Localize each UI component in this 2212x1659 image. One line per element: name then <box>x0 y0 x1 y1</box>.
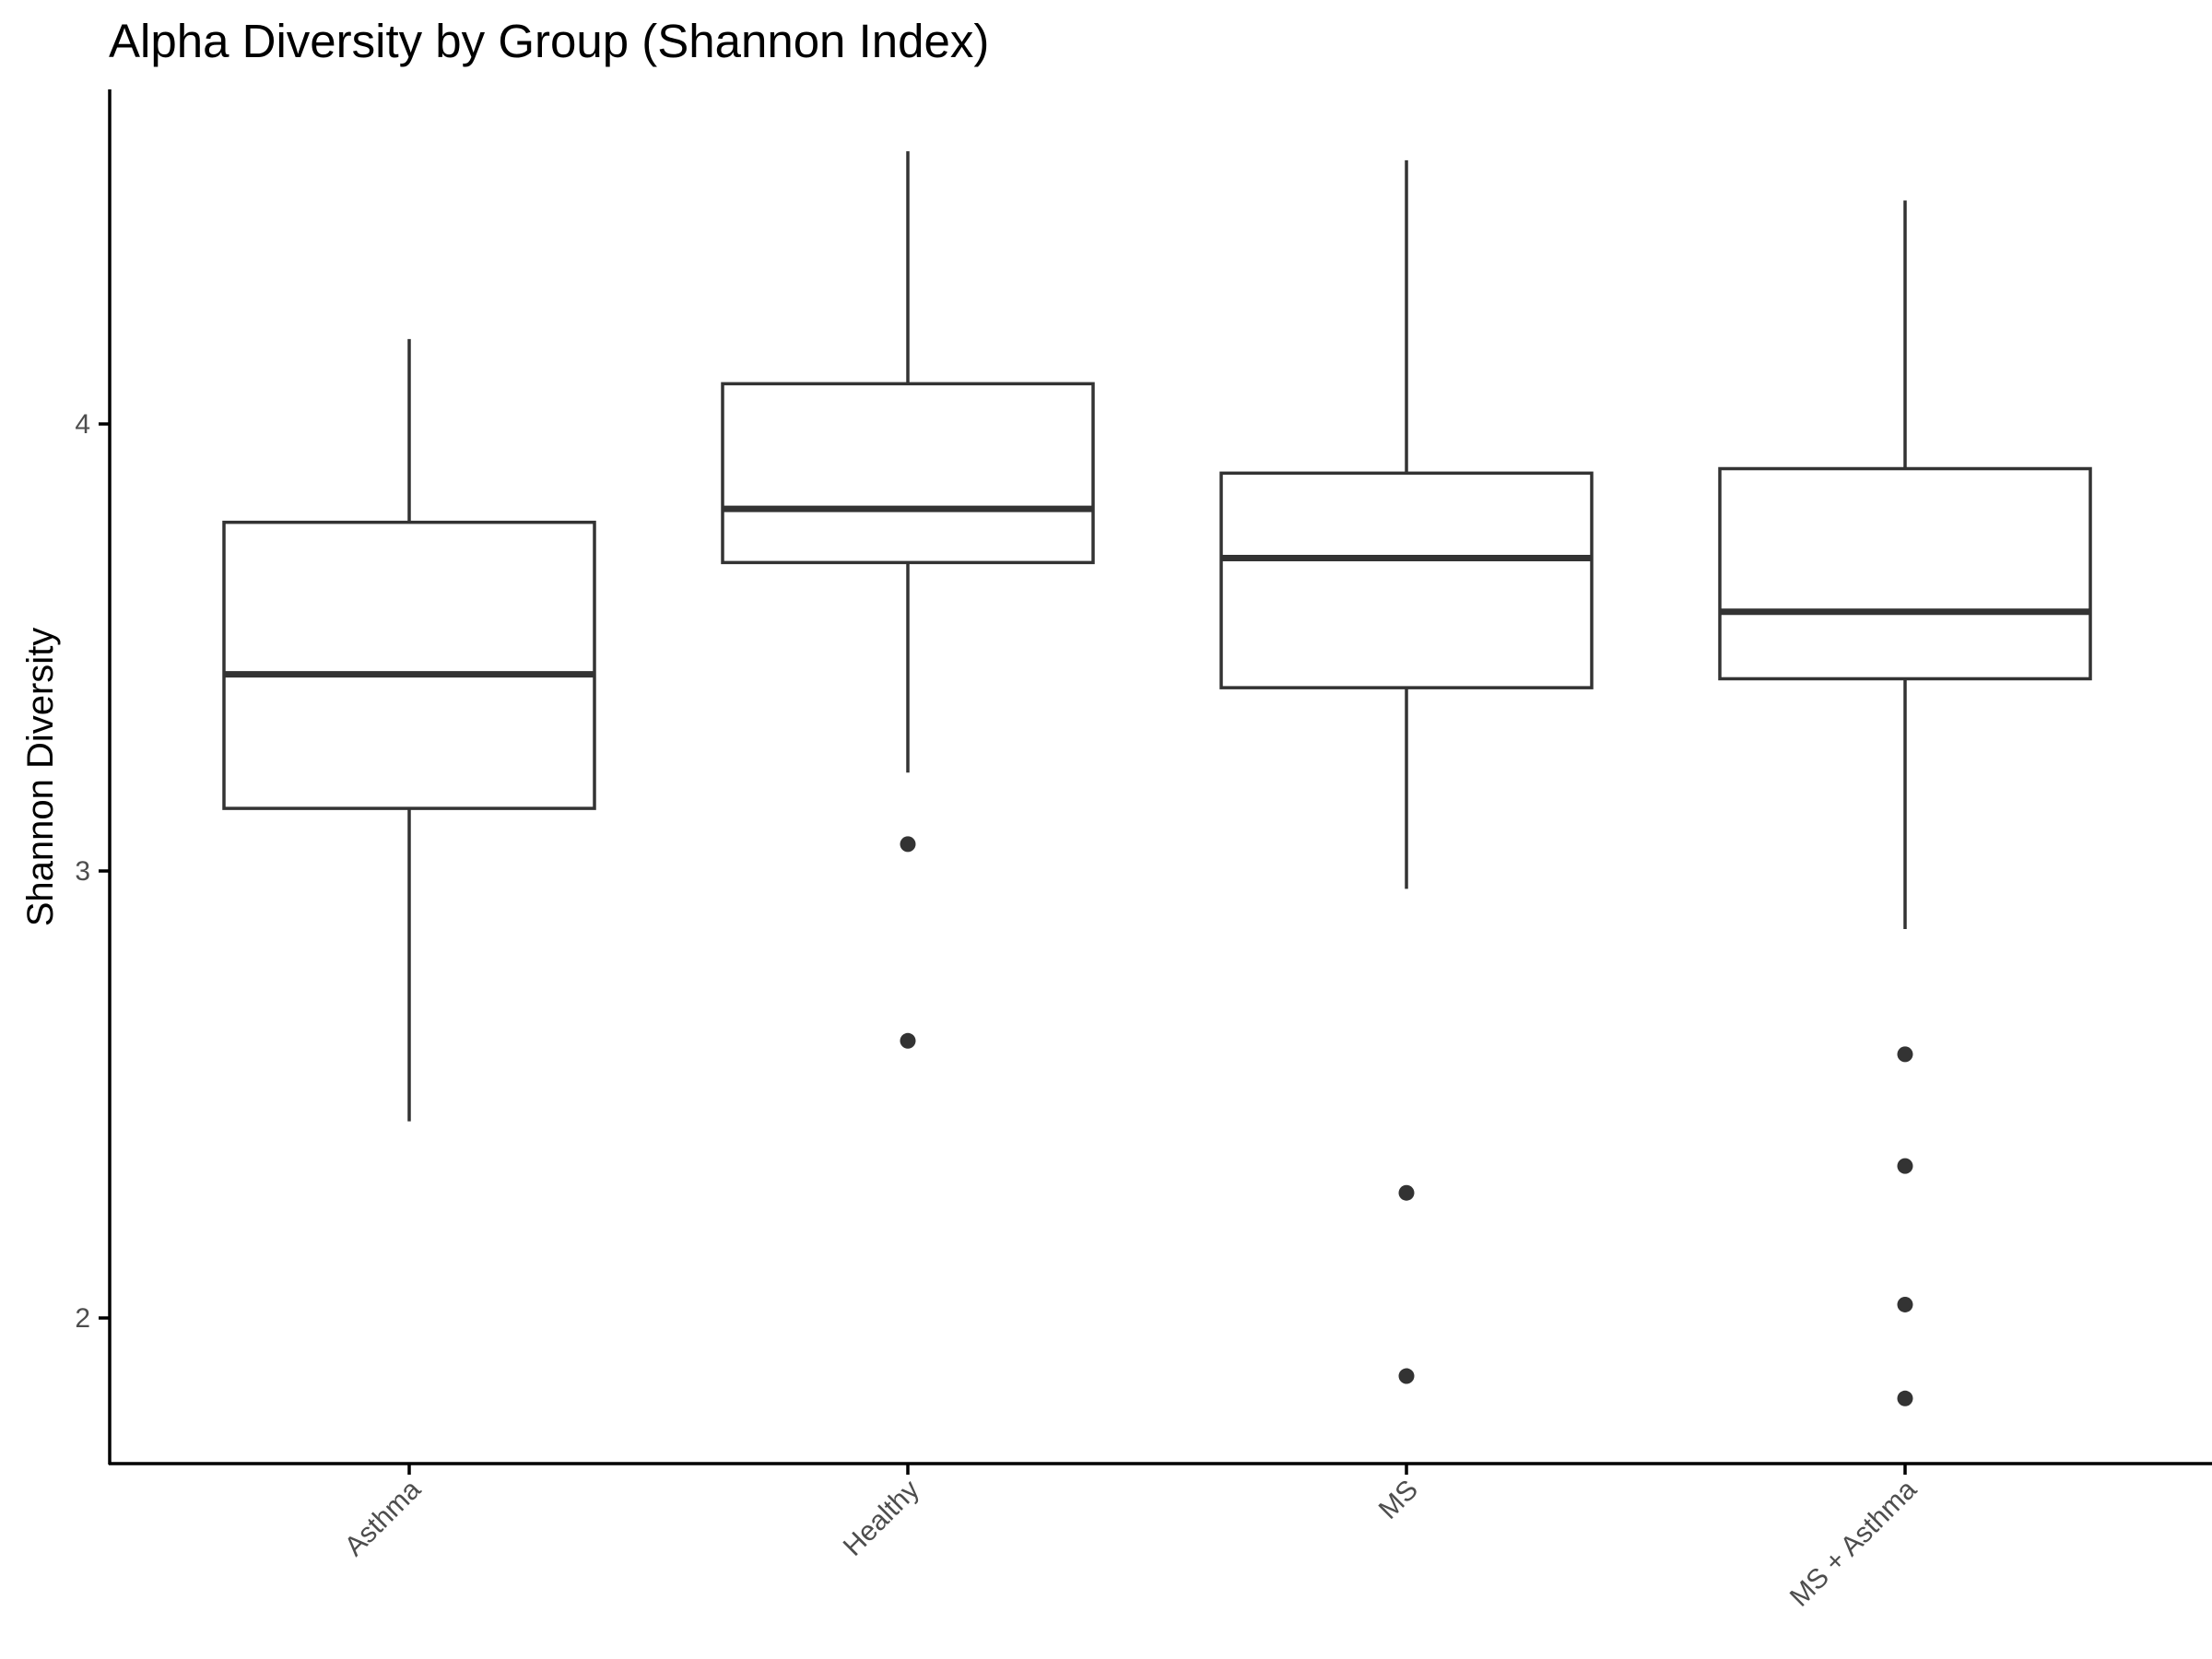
outlier-point <box>900 836 916 853</box>
box-iqr <box>222 520 596 810</box>
y-tick-label: 2 <box>75 1303 90 1334</box>
outlier-point <box>1398 1184 1415 1201</box>
box-group <box>721 151 1095 1049</box>
box-iqr <box>721 382 1095 565</box>
y-axis: 2 3 4 <box>75 409 110 1334</box>
box-group <box>1219 159 1594 1384</box>
outlier-point <box>1897 1296 1913 1312</box>
x-tick-label: MS + Asthma <box>1784 1474 1923 1612</box>
outlier-point <box>1897 1390 1913 1406</box>
box-iqr <box>1219 471 1594 689</box>
outlier-point <box>1897 1046 1913 1063</box>
x-axis: Asthma Healthy MS MS + Asthma <box>339 1464 1923 1613</box>
box-group <box>222 338 596 1122</box>
y-tick-label: 4 <box>75 409 90 440</box>
y-axis-label: Shannon Diversity <box>20 628 61 927</box>
x-tick-label: Asthma <box>339 1474 427 1561</box>
outlier-point <box>1897 1158 1913 1174</box>
chart-title: Alpha Diversity by Group (Shannon Index) <box>109 15 989 67</box>
x-tick-label: MS <box>1373 1475 1424 1525</box>
outlier-point <box>1398 1368 1415 1384</box>
box-iqr <box>1718 466 2092 681</box>
plot-area <box>222 151 2092 1406</box>
outlier-point <box>900 1032 916 1049</box>
y-tick-label: 3 <box>75 856 90 887</box>
box-group <box>1718 200 2092 1406</box>
x-tick-label: Healthy <box>838 1475 925 1562</box>
